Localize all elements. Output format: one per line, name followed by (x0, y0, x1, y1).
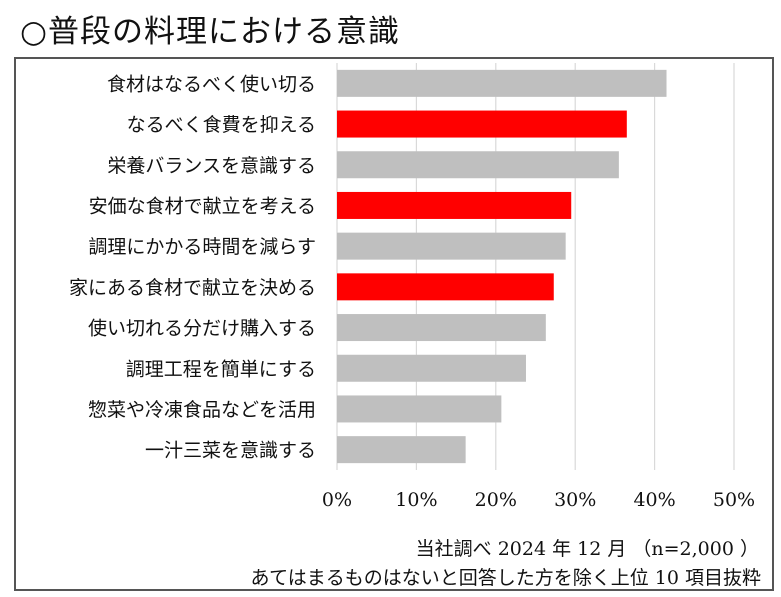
chart-title: ○普段の料理における意識 (20, 14, 401, 50)
survey-source-note: 当社調べ 2024 年 12 月 （n=2,000 ） (415, 538, 759, 560)
category-label: 調理にかかる時間を減らす (88, 236, 316, 258)
exclusion-note: あてはまるものはないと回答した方を除く上位 10 項目抜粋 (250, 567, 762, 589)
chart-frame (14, 57, 774, 591)
x-tick-label: 50% (713, 489, 755, 511)
bar (337, 191, 572, 219)
category-label: 一汁三菜を意識する (145, 440, 316, 462)
x-tick-labels: 0% 10% 20% 30% 40% 50% (322, 489, 755, 511)
x-tick-label: 30% (554, 489, 596, 511)
category-label: 調理工程を簡単にする (126, 358, 316, 380)
bar (337, 436, 466, 464)
category-label: 家にある食材で献立を決める (69, 277, 316, 299)
bar (337, 151, 619, 179)
bar (337, 314, 546, 342)
bars (337, 69, 667, 464)
category-labels: 食材はなるべく使い切るなるべく食費を抑える栄養バランスを意識する安価な食材で献立… (69, 73, 316, 461)
bar (337, 273, 554, 301)
category-label: 使い切れる分だけ購入する (88, 318, 316, 340)
bar (337, 395, 502, 423)
category-label: 食材はなるべく使い切る (107, 73, 316, 95)
bar (337, 232, 566, 260)
x-tick-label: 10% (395, 489, 437, 511)
category-label: 栄養バランスを意識する (107, 155, 316, 177)
bar (337, 354, 526, 382)
x-tick-label: 20% (475, 489, 517, 511)
category-label: 安価な食材で献立を考える (89, 195, 316, 217)
category-label: 惣菜や冷凍食品などを活用 (88, 399, 316, 421)
x-tick-label: 40% (633, 489, 675, 511)
category-label: なるべく食費を抑える (127, 114, 316, 136)
x-tick-label: 0% (322, 489, 352, 511)
bar (337, 69, 667, 97)
bar (337, 110, 627, 138)
